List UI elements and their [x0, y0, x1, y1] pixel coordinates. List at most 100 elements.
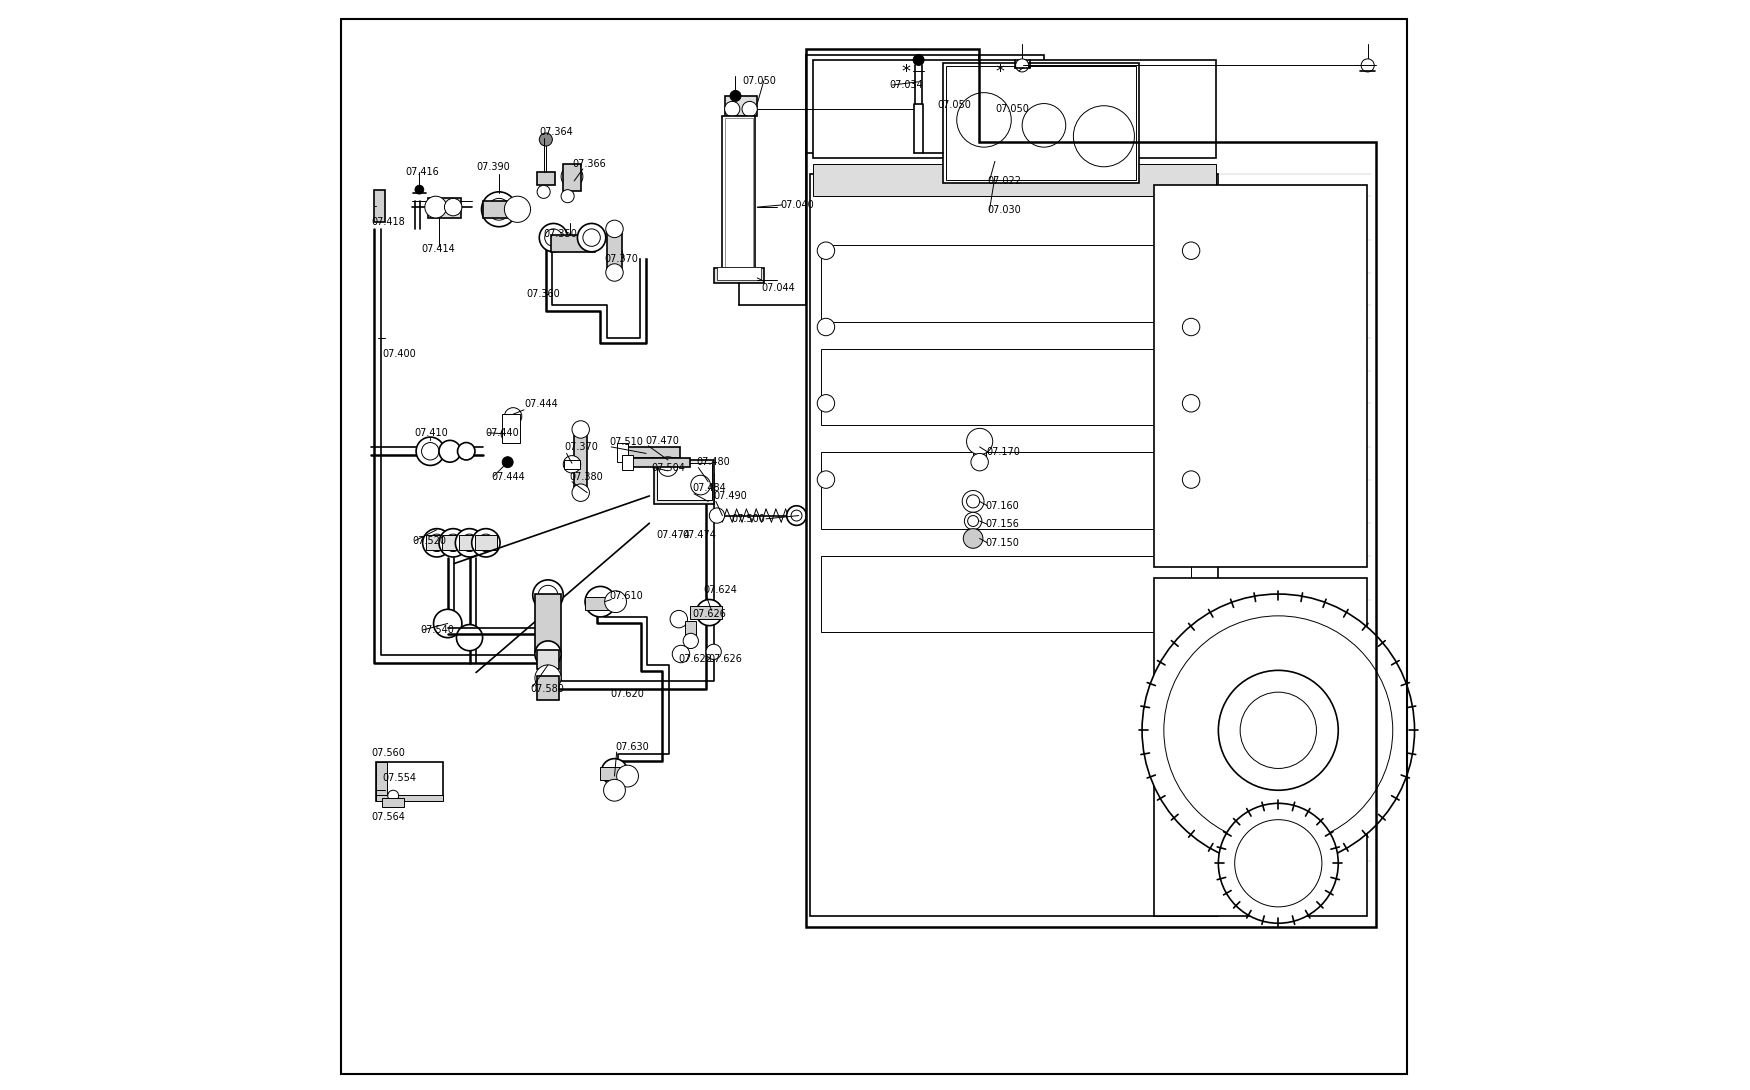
Circle shape: [602, 759, 628, 785]
Circle shape: [966, 495, 980, 508]
Text: 07.150: 07.150: [985, 537, 1018, 548]
Circle shape: [1218, 803, 1339, 923]
Circle shape: [532, 580, 564, 610]
Circle shape: [691, 475, 710, 495]
Bar: [621, 455, 634, 470]
Circle shape: [473, 529, 500, 557]
Bar: [458, 535, 481, 550]
Text: 07.364: 07.364: [539, 128, 572, 137]
Text: 07.444: 07.444: [492, 472, 525, 483]
Circle shape: [562, 166, 583, 187]
Circle shape: [1183, 471, 1200, 488]
Circle shape: [817, 318, 835, 336]
Text: *: *: [901, 63, 910, 81]
Text: 07.564: 07.564: [371, 812, 406, 823]
Bar: [483, 201, 527, 218]
Text: 07.484: 07.484: [691, 483, 726, 493]
Text: 07.490: 07.490: [714, 492, 747, 501]
Circle shape: [504, 408, 522, 425]
Bar: [1153, 578, 1367, 916]
Text: 07.370: 07.370: [606, 254, 639, 265]
Circle shape: [425, 196, 446, 218]
Bar: [686, 621, 696, 639]
Text: 07.580: 07.580: [530, 683, 565, 694]
Circle shape: [584, 586, 616, 617]
Text: 07.360: 07.360: [527, 289, 560, 300]
Text: 07.040: 07.040: [780, 199, 814, 210]
Text: 07.380: 07.380: [570, 472, 604, 482]
Text: 07.370: 07.370: [564, 443, 598, 452]
Text: 07.390: 07.390: [476, 162, 509, 172]
Text: 07.504: 07.504: [651, 462, 686, 473]
Bar: [429, 198, 460, 218]
Circle shape: [536, 665, 562, 691]
Bar: [574, 429, 588, 493]
Circle shape: [724, 101, 740, 117]
Bar: [443, 535, 464, 550]
Bar: [821, 556, 1192, 632]
Text: 07.474: 07.474: [656, 530, 690, 540]
Bar: [537, 676, 558, 700]
Text: 07.480: 07.480: [696, 457, 730, 467]
Bar: [945, 66, 1136, 180]
Circle shape: [696, 600, 723, 626]
Bar: [536, 594, 562, 654]
Text: 07.510: 07.510: [609, 437, 642, 447]
Circle shape: [914, 54, 924, 65]
Circle shape: [1183, 318, 1200, 336]
Circle shape: [606, 591, 626, 613]
Circle shape: [616, 765, 639, 787]
Circle shape: [1015, 59, 1029, 72]
Circle shape: [572, 484, 590, 501]
Bar: [654, 460, 714, 504]
Circle shape: [966, 428, 992, 455]
Circle shape: [672, 645, 690, 663]
Circle shape: [963, 529, 984, 548]
Bar: [564, 164, 581, 191]
Text: 07.414: 07.414: [422, 243, 455, 254]
Circle shape: [705, 644, 721, 659]
Circle shape: [481, 192, 516, 227]
Circle shape: [1218, 670, 1339, 790]
Text: *: *: [996, 63, 1004, 81]
Circle shape: [1362, 59, 1374, 72]
Circle shape: [583, 229, 600, 246]
Circle shape: [504, 196, 530, 222]
Bar: [584, 597, 616, 610]
Text: 07.050: 07.050: [742, 75, 775, 86]
Bar: [376, 762, 443, 801]
Bar: [425, 535, 448, 550]
Circle shape: [422, 443, 439, 460]
Bar: [474, 535, 497, 550]
Bar: [810, 174, 1218, 916]
Circle shape: [1236, 820, 1321, 907]
Circle shape: [730, 90, 740, 101]
Bar: [723, 116, 754, 270]
Text: 07.610: 07.610: [609, 591, 642, 601]
Circle shape: [709, 508, 724, 523]
Circle shape: [604, 779, 625, 801]
Circle shape: [606, 220, 623, 238]
Circle shape: [488, 198, 509, 220]
Bar: [564, 460, 579, 469]
Text: 07.626: 07.626: [691, 609, 726, 619]
Circle shape: [416, 437, 444, 465]
Text: 07.400: 07.400: [382, 349, 416, 359]
Bar: [978, 54, 1045, 153]
Circle shape: [682, 633, 698, 649]
Bar: [724, 118, 752, 268]
Circle shape: [388, 790, 399, 801]
Text: 07.540: 07.540: [420, 625, 455, 635]
Circle shape: [415, 185, 424, 194]
Text: 07.620: 07.620: [611, 689, 644, 700]
Circle shape: [964, 512, 982, 530]
Text: 07.630: 07.630: [616, 742, 649, 752]
Circle shape: [537, 185, 550, 198]
Bar: [373, 190, 385, 222]
Text: 07.500: 07.500: [732, 513, 765, 524]
Circle shape: [817, 471, 835, 488]
Circle shape: [1183, 395, 1200, 412]
Circle shape: [444, 534, 462, 552]
Bar: [812, 60, 1216, 158]
Circle shape: [455, 529, 483, 557]
